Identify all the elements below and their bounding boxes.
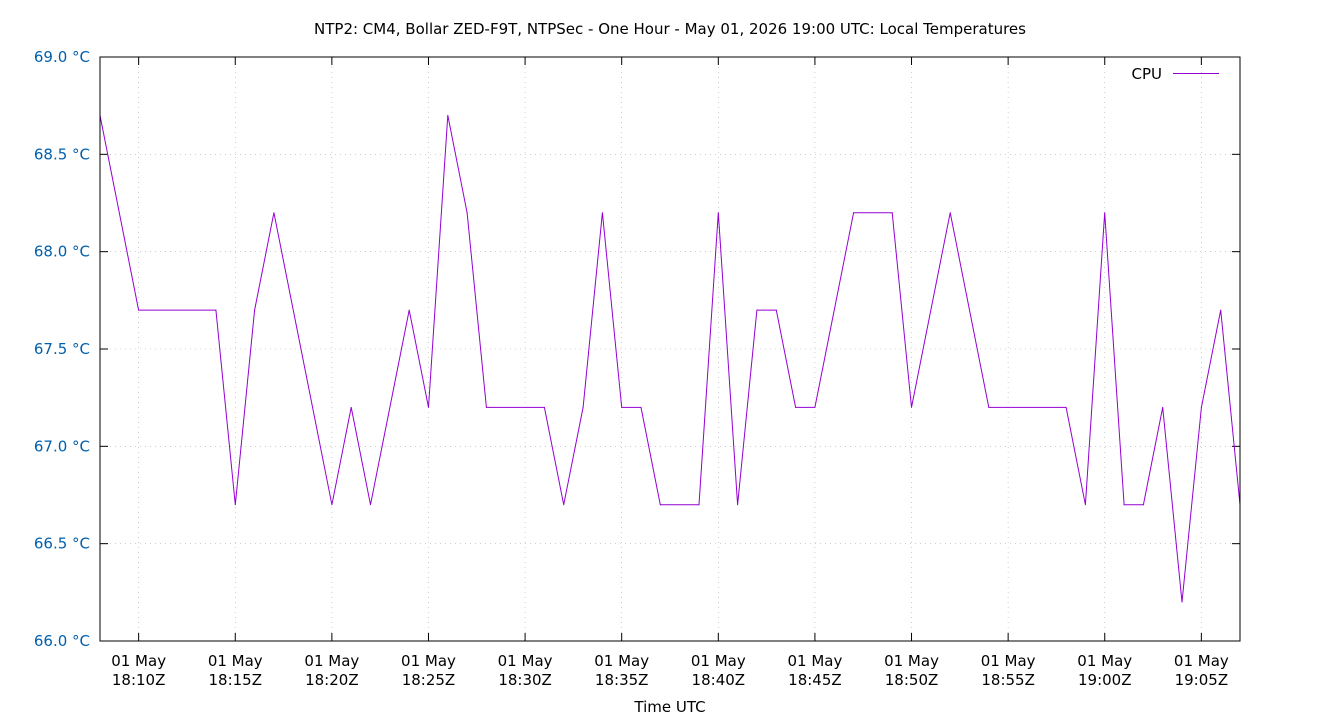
- data-point: [370, 504, 372, 506]
- data-point: [563, 504, 565, 506]
- legend: CPU: [1132, 65, 1219, 83]
- data-point: [485, 406, 487, 408]
- data-point: [582, 406, 584, 408]
- y-axis: 66.0 °C 66.5 °C 67.0 °C 67.5 °C 68.0 °C 68.5 …: [34, 48, 1240, 650]
- x-axis-label: Time UTC: [633, 698, 705, 716]
- x-tick-label-date: 01 May: [304, 652, 359, 670]
- data-point: [795, 406, 797, 408]
- data-point: [891, 212, 893, 214]
- x-tick-label-time: 18:30Z: [498, 671, 552, 689]
- data-point: [737, 504, 739, 506]
- grid-lines: [100, 57, 1240, 641]
- x-tick-label-date: 01 May: [1077, 652, 1132, 670]
- y-tick-label: 66.5 °C: [34, 535, 90, 553]
- y-tick-label: 68.0 °C: [34, 243, 90, 261]
- data-point: [408, 309, 410, 311]
- data-point: [949, 212, 951, 214]
- data-point: [138, 309, 140, 311]
- x-tick-label-time: 19:05Z: [1175, 671, 1229, 689]
- data-point: [659, 504, 661, 506]
- data-point: [1181, 601, 1183, 603]
- x-tick-label-time: 18:50Z: [885, 671, 939, 689]
- y-tick-label: 66.0 °C: [34, 632, 90, 650]
- x-tick-label-time: 19:00Z: [1078, 671, 1132, 689]
- x-tick-label-time: 18:15Z: [208, 671, 262, 689]
- series-line-cpu: [99, 115, 1241, 603]
- data-point: [775, 309, 777, 311]
- data-point: [698, 504, 700, 506]
- x-tick-label-date: 01 May: [691, 652, 746, 670]
- x-tick-label-date: 01 May: [1174, 652, 1229, 670]
- data-point: [621, 406, 623, 408]
- x-tick-label-time: 18:45Z: [788, 671, 842, 689]
- series-layer: [99, 114, 1241, 603]
- data-point: [717, 212, 719, 214]
- x-tick-label-date: 01 May: [884, 652, 939, 670]
- x-tick-label-time: 18:10Z: [112, 671, 166, 689]
- x-tick-label-date: 01 May: [208, 652, 263, 670]
- x-tick-label-time: 18:55Z: [981, 671, 1035, 689]
- data-point: [1104, 212, 1106, 214]
- data-point: [1065, 406, 1067, 408]
- x-tick-label-date: 01 May: [594, 652, 649, 670]
- x-tick-label-time: 18:25Z: [402, 671, 456, 689]
- x-tick-label-time: 18:20Z: [305, 671, 359, 689]
- x-tick-label-time: 18:40Z: [692, 671, 746, 689]
- data-point: [853, 212, 855, 214]
- data-point: [1162, 406, 1164, 408]
- data-point: [234, 504, 236, 506]
- x-tick-label-time: 18:35Z: [595, 671, 649, 689]
- y-tick-label: 68.5 °C: [34, 145, 90, 163]
- data-point: [1142, 504, 1144, 506]
- x-tick-label-date: 01 May: [498, 652, 553, 670]
- data-point: [215, 309, 217, 311]
- y-tick-label: 69.0 °C: [34, 48, 90, 66]
- y-tick-label: 67.0 °C: [34, 437, 90, 455]
- data-point: [814, 406, 816, 408]
- data-point: [1220, 309, 1222, 311]
- data-point: [254, 309, 256, 311]
- x-tick-label-date: 01 May: [981, 652, 1036, 670]
- data-point: [273, 212, 275, 214]
- data-point: [427, 406, 429, 408]
- x-tick-label-date: 01 May: [401, 652, 456, 670]
- chart-title: NTP2: CM4, Bollar ZED-F9T, NTPSec - One …: [314, 20, 1026, 38]
- data-point: [1123, 504, 1125, 506]
- x-tick-label-date: 01 May: [787, 652, 842, 670]
- data-point: [1200, 406, 1202, 408]
- plot-border: [99, 56, 1241, 642]
- x-tick-label-date: 01 May: [111, 652, 166, 670]
- data-point: [447, 114, 449, 116]
- data-point: [601, 212, 603, 214]
- data-point: [756, 309, 758, 311]
- data-point: [911, 406, 913, 408]
- data-point: [331, 504, 333, 506]
- data-point: [988, 406, 990, 408]
- data-point: [350, 406, 352, 408]
- data-point: [1084, 504, 1086, 506]
- data-point: [466, 212, 468, 214]
- data-point: [543, 406, 545, 408]
- data-point: [640, 406, 642, 408]
- y-tick-label: 67.5 °C: [34, 340, 90, 358]
- legend-label-cpu: CPU: [1132, 65, 1163, 83]
